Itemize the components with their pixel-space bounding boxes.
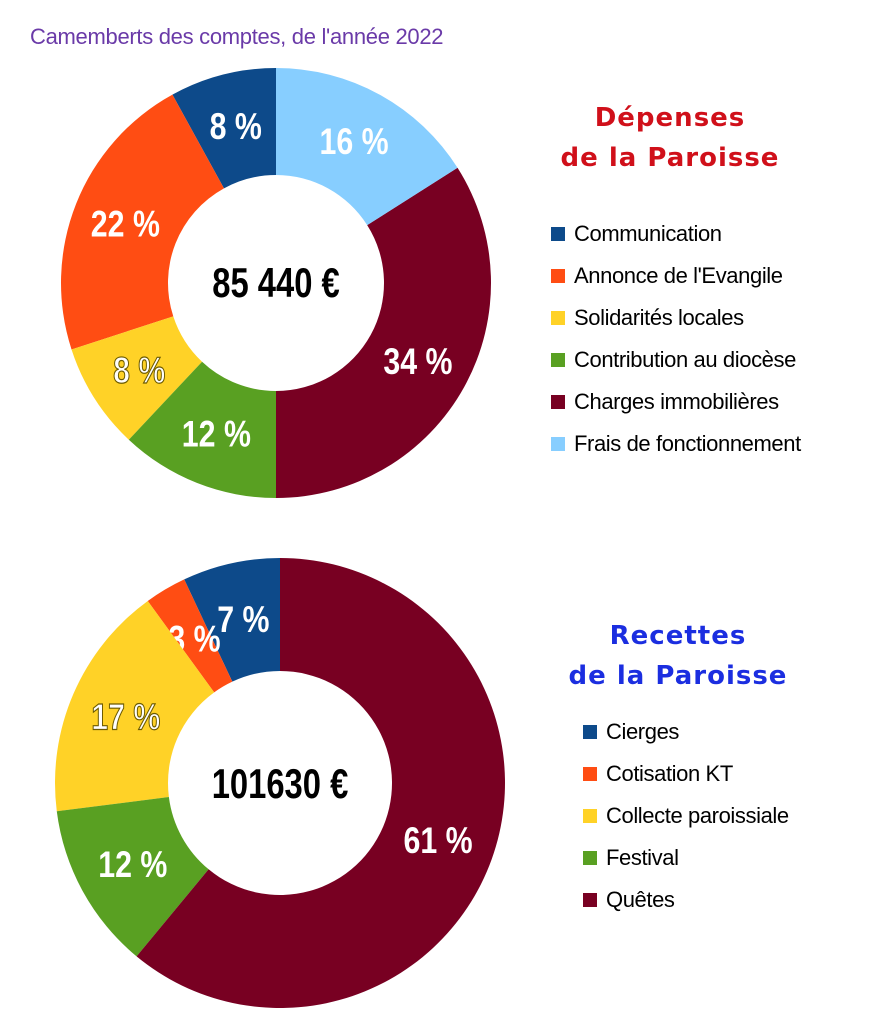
legend-swatch <box>551 353 565 367</box>
legend-swatch <box>551 311 565 325</box>
slice-label: 61 % <box>403 820 472 862</box>
slice-label: 34 % <box>383 341 452 383</box>
legend-item: Collecte paroissiale <box>583 795 789 837</box>
slice-label: 12 % <box>182 414 251 456</box>
center-total-label: 85 440 € <box>212 259 340 306</box>
recettes-donut-chart: 7 %3 %17 %12 %61 %101630 € <box>55 558 505 1008</box>
depenses-donut-chart: 8 % 22 % 8 % 12 % 34 % 16 % 85 440 € <box>60 68 492 498</box>
center-total-label: 101630 € <box>212 760 349 807</box>
slice-label: 8 % <box>113 350 165 392</box>
slice-label: 22 % <box>91 204 160 246</box>
legend-item: Frais de fonctionnement <box>551 423 801 465</box>
legend-swatch <box>583 809 597 823</box>
slice-frais-de-fonctionnement <box>276 68 458 226</box>
slice-label: 12 % <box>98 844 167 886</box>
slice-charges-immobili-res <box>276 167 492 498</box>
legend-item: Cierges <box>583 711 789 753</box>
recettes-title: Recettes de la Paroisse <box>528 616 828 696</box>
legend-swatch <box>551 395 565 409</box>
slice-label: 8 % <box>210 106 262 148</box>
legend-item: Quêtes <box>583 879 789 921</box>
slice-communication <box>172 68 276 189</box>
legend-swatch <box>551 269 565 283</box>
legend-label: Annonce de l'Evangile <box>574 263 783 288</box>
legend-label: Quêtes <box>606 887 675 912</box>
slice-solidarit-s-locales <box>71 316 203 440</box>
depenses-title-line2: de la Paroisse <box>560 143 780 173</box>
legend-label: Frais de fonctionnement <box>574 431 801 456</box>
legend-label: Solidarités locales <box>574 305 744 330</box>
slice-label: 17 % <box>91 696 160 738</box>
legend-item: Annonce de l'Evangile <box>551 255 801 297</box>
recettes-legend: Cierges Cotisation KT Collecte paroissiale… <box>583 711 789 921</box>
legend-label: Charges immobilières <box>574 389 779 414</box>
legend-label: Contribution au diocèse <box>574 347 796 372</box>
depenses-legend: Communication Annonce de l'Evangile Solida… <box>551 213 801 465</box>
page-title: Camemberts des comptes, de l'année 2022 <box>30 24 444 49</box>
legend-item: Cotisation KT <box>583 753 789 795</box>
legend-item: Contribution au diocèse <box>551 339 801 381</box>
legend-label: Festival <box>606 845 679 870</box>
recettes-title-line1: Recettes <box>609 621 747 651</box>
slice-cotisation-kt <box>147 579 233 693</box>
legend-swatch <box>583 725 597 739</box>
legend-item: Festival <box>583 837 789 879</box>
legend-label: Cierges <box>606 719 680 744</box>
slice-festival <box>56 797 209 957</box>
legend-label: Collecte paroissiale <box>606 803 789 828</box>
legend-swatch <box>583 851 597 865</box>
legend-swatch <box>551 227 565 241</box>
legend-label: Cotisation KT <box>606 761 733 786</box>
slice-collecte-paroissiale <box>55 600 215 812</box>
legend-swatch <box>583 767 597 781</box>
legend-swatch <box>551 437 565 451</box>
legend-label: Communication <box>574 221 722 246</box>
legend-item: Solidarités locales <box>551 297 801 339</box>
slice-cierges <box>184 558 280 682</box>
recettes-title-line2: de la Paroisse <box>568 661 788 691</box>
depenses-title-line1: Dépenses <box>594 103 746 133</box>
slice-qu-tes <box>136 558 505 1008</box>
legend-item: Communication <box>551 213 801 255</box>
depenses-title: Dépenses de la Paroisse <box>520 98 820 178</box>
slice-annonce-de-l-evangile <box>60 94 224 350</box>
slice-contribution-au-dioc-se <box>128 361 276 498</box>
legend-item: Charges immobilières <box>551 381 801 423</box>
slice-label: 7 % <box>217 599 269 641</box>
slice-label: 16 % <box>319 121 388 163</box>
legend-swatch <box>583 893 597 907</box>
